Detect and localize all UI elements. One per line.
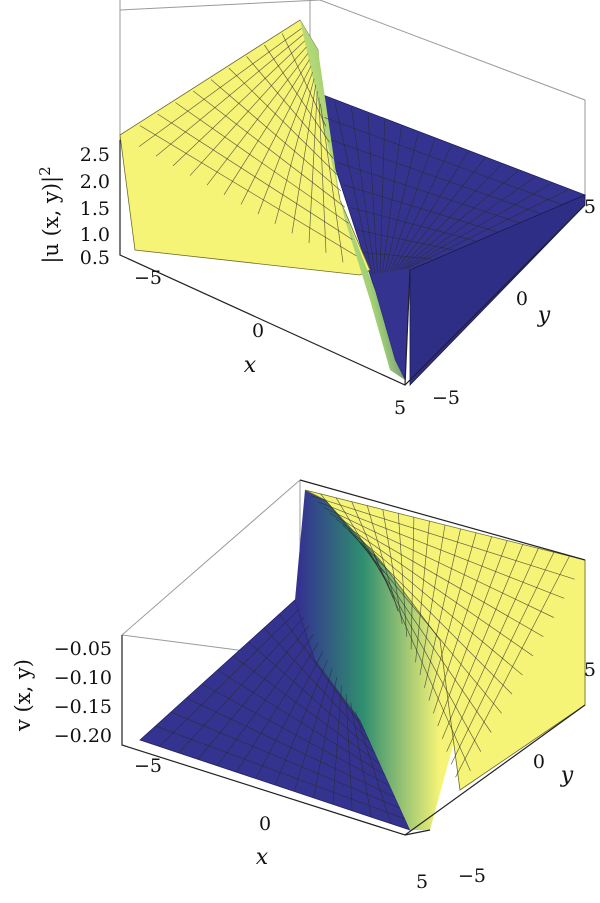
box-edge bbox=[119, 0, 321, 11]
surface-slope bbox=[295, 490, 460, 830]
x-tick-label: 0 bbox=[259, 813, 271, 835]
z-tick-label: −0.05 bbox=[54, 638, 112, 660]
mesh-line bbox=[324, 117, 564, 206]
z-tick-labels: 2.5 2.0 1.5 1.0 0.5 bbox=[80, 144, 110, 269]
mesh-line bbox=[329, 513, 544, 637]
z-axis-label: |u (x, y)|2 bbox=[36, 166, 64, 263]
mesh-line bbox=[175, 102, 349, 224]
mesh-line bbox=[246, 56, 334, 159]
y-axis-label: y bbox=[537, 303, 551, 328]
mesh-line bbox=[317, 501, 565, 599]
surface-grid bbox=[155, 493, 575, 824]
z-tick-label: 2.5 bbox=[80, 144, 110, 166]
plot-u-squared: 2.5 2.0 1.5 1.0 0.5 |u (x, y)|2 −5 0 5 x… bbox=[36, 0, 596, 419]
box-edge bbox=[404, 269, 411, 386]
x-axis-label: x bbox=[256, 845, 269, 870]
box-edge bbox=[121, 635, 586, 836]
z-tick-label: 1.5 bbox=[80, 198, 110, 220]
mesh-line bbox=[281, 33, 327, 127]
y-tick-labels: 5 0 −5 bbox=[458, 659, 596, 887]
mesh-line bbox=[210, 79, 342, 192]
z-tick-label: −0.10 bbox=[54, 667, 112, 689]
y-tick-label: 5 bbox=[584, 659, 596, 681]
box-edge bbox=[299, 479, 586, 561]
mesh-line bbox=[350, 207, 476, 242]
mesh-line bbox=[348, 530, 513, 695]
mesh-line bbox=[373, 554, 471, 771]
mesh-line bbox=[201, 683, 391, 787]
surface-high-region bbox=[304, 489, 586, 791]
x-tick-label: 5 bbox=[394, 397, 406, 419]
x-tick-label: −5 bbox=[134, 755, 162, 777]
y-axis-label: y bbox=[560, 763, 574, 788]
mesh-line bbox=[248, 641, 376, 754]
x-axis-label: x bbox=[244, 353, 257, 378]
mesh-line bbox=[264, 44, 330, 143]
z-tick-label: 1.0 bbox=[80, 224, 110, 246]
z-tick-label: 0.5 bbox=[80, 247, 110, 269]
y-tick-label: −5 bbox=[432, 387, 460, 409]
mesh-line bbox=[157, 113, 353, 240]
y-tick-label: 5 bbox=[584, 196, 596, 218]
x-tick-label: −5 bbox=[134, 267, 162, 289]
mesh-line bbox=[192, 90, 346, 208]
box-edge bbox=[119, 140, 586, 386]
y-tick-label: 0 bbox=[516, 288, 528, 310]
mesh-line bbox=[279, 613, 366, 732]
box-edge bbox=[404, 829, 431, 836]
z-tick-label: 2.0 bbox=[80, 171, 110, 193]
mesh-line bbox=[323, 507, 554, 618]
mesh-line bbox=[217, 669, 386, 776]
y-tick-label: −5 bbox=[458, 865, 486, 887]
surface-grid bbox=[138, 28, 569, 275]
mesh-line bbox=[186, 697, 396, 798]
z-tick-labels: −0.05 −0.10 −0.15 −0.20 bbox=[54, 638, 112, 747]
z-tick-label: −0.20 bbox=[54, 725, 112, 747]
plot-v: −0.05 −0.10 −0.15 −0.20 v (x, y) −5 0 5 … bbox=[11, 479, 596, 893]
surface-slope bbox=[300, 20, 405, 380]
z-tick-label: −0.15 bbox=[54, 696, 112, 718]
box-edge bbox=[319, 0, 586, 205]
y-tick-labels: 5 0 −5 bbox=[432, 196, 596, 409]
mesh-line bbox=[139, 125, 357, 257]
x-tick-label: 5 bbox=[416, 871, 428, 893]
mesh-line bbox=[263, 627, 371, 743]
x-tick-label: 0 bbox=[252, 320, 264, 342]
mesh-line bbox=[228, 67, 338, 176]
mesh-line bbox=[337, 162, 520, 224]
mesh-line bbox=[232, 655, 381, 765]
y-tick-label: 0 bbox=[533, 751, 545, 773]
mesh-line bbox=[336, 518, 534, 657]
z-axis-label: v (x, y) bbox=[11, 659, 35, 732]
mesh-line bbox=[363, 252, 432, 260]
mesh-line bbox=[343, 184, 498, 233]
mesh-line bbox=[170, 711, 401, 809]
mesh-line bbox=[330, 139, 542, 215]
box-edge bbox=[121, 479, 301, 636]
mesh-line bbox=[311, 495, 575, 580]
x-tick-labels: −5 0 5 bbox=[134, 267, 406, 419]
mesh-line bbox=[356, 229, 454, 251]
x-tick-labels: −5 0 5 bbox=[134, 755, 428, 893]
mesh-line bbox=[342, 524, 523, 676]
mesh-line bbox=[155, 725, 406, 820]
